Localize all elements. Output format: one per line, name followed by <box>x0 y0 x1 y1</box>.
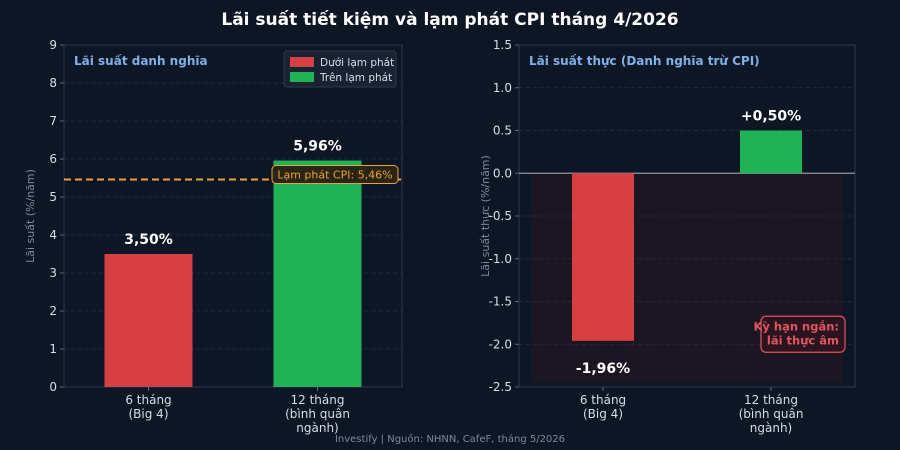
chart-right-real-rates: -2.5 -2.0 -1.5 -1.0 -0.5 0.0 0.5 1.0 1.5 Lãi suất… <box>479 38 856 435</box>
y-tick-label: 0.0 <box>493 166 512 180</box>
x-tick-label: ngành) <box>750 421 792 435</box>
plot-frame <box>63 44 403 388</box>
bar-value-label: -1,96% <box>576 361 630 377</box>
y-tick-label: -2.5 <box>489 380 512 394</box>
bar-value-label: +0,50% <box>741 109 801 125</box>
y-tick-label: 1.0 <box>493 81 512 95</box>
bar-1 <box>273 160 362 387</box>
y-tick-label: 4 <box>49 228 57 242</box>
bar-0 <box>104 254 193 387</box>
legend-swatch <box>290 57 314 67</box>
x-tick-label: (Big 4) <box>583 407 623 421</box>
cpi-label: Lạm phát CPI: 5,46% <box>277 169 392 182</box>
y-tick-label: -2.0 <box>489 337 512 351</box>
y-tick-label: 9 <box>49 38 57 52</box>
x-tick-label: (Big 4) <box>129 407 169 421</box>
y-tick-label: 7 <box>49 114 57 128</box>
chart-left-nominal-rates: 0 1 2 3 4 5 6 7 8 9 Lãi suất (%/năm) Lãi suất danh … <box>24 38 403 435</box>
source-footer: Investify | Nguồn: NHNN, CafeF, tháng 5/… <box>334 434 566 445</box>
bar-value-label: 3,50% <box>124 232 173 248</box>
y-tick-label: 8 <box>49 76 57 90</box>
legend-label: Dưới lạm phát <box>320 57 394 69</box>
x-tick-label: (bình quân <box>739 407 804 421</box>
plot-frame <box>518 44 856 388</box>
annotation-text: Kỳ hạn ngắn: <box>753 319 839 333</box>
x-tick-label: 6 tháng <box>125 393 171 407</box>
bar-1 <box>740 130 802 174</box>
y-tick-label: 6 <box>49 152 57 166</box>
chart-title: Lãi suất tiết kiệm và lạm phát CPI tháng… <box>221 9 678 30</box>
legend-label: Trên lạm phát <box>319 72 392 84</box>
legend-swatch <box>290 72 314 82</box>
y-tick-label: -1.0 <box>489 252 512 266</box>
panel-title: Lãi suất danh nghĩa <box>74 54 208 68</box>
bar-value-label: 5,96% <box>293 139 342 155</box>
y-tick-label: 0 <box>49 380 57 394</box>
y-tick-label: 5 <box>49 190 57 204</box>
x-tick-label: (bình quân <box>285 407 350 421</box>
x-tick-label: 12 tháng <box>744 393 798 407</box>
y-tick-label: 1.5 <box>493 38 512 52</box>
cpi-label-box <box>271 165 399 185</box>
panel-title: Lãi suất thực (Danh nghĩa trừ CPI) <box>529 54 760 68</box>
annotation-text: lãi thực âm <box>767 333 839 347</box>
y-axis-label: Lãi suất (%/năm) <box>24 169 37 263</box>
y-tick-label: 1 <box>49 342 57 356</box>
y-tick-label: 3 <box>49 266 57 280</box>
y-tick-label: 0.5 <box>493 124 512 138</box>
y-tick-label: 2 <box>49 304 57 318</box>
x-tick-label: 6 tháng <box>580 393 626 407</box>
x-tick-label: 12 tháng <box>291 393 345 407</box>
x-tick-label: ngành) <box>296 421 338 435</box>
y-tick-label: -1.5 <box>489 295 512 309</box>
y-tick-label: -0.5 <box>489 209 512 223</box>
annotation-box <box>760 315 846 353</box>
bar-0 <box>572 173 634 341</box>
y-axis-label: Lãi suất thực (%/năm) <box>479 155 492 277</box>
